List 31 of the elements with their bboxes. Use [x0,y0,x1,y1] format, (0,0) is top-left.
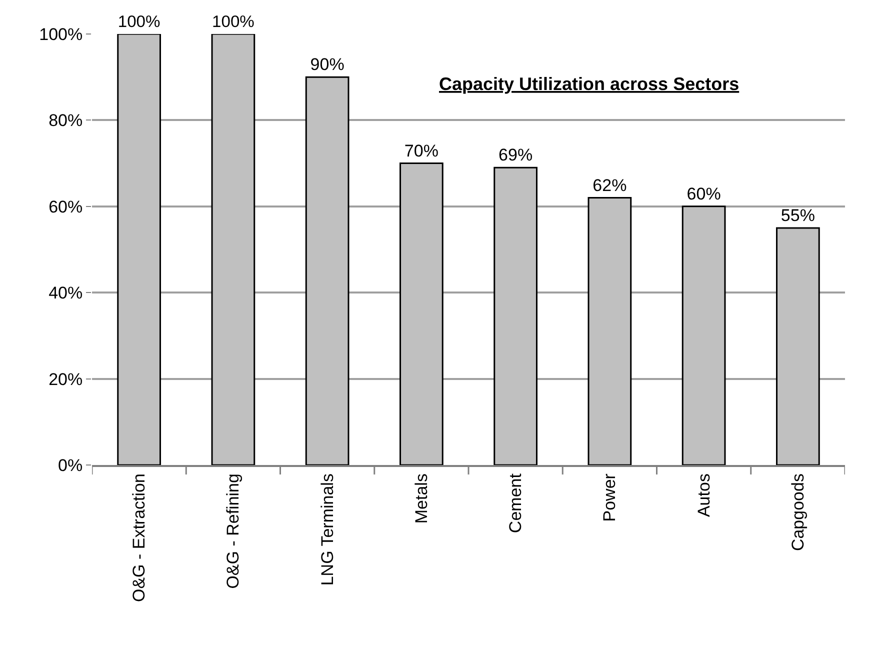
x-tick-label: O&G - Refining [224,474,243,589]
y-tick-label: 60% [48,197,83,216]
data-label: 90% [310,55,344,74]
data-label: 60% [686,184,721,204]
data-label: 69% [498,146,533,165]
bar [211,34,256,465]
y-tick-label: 20% [48,370,83,389]
x-tick-label: Power [600,473,620,522]
x-tick-label: O&G - Extraction [130,474,149,602]
x-tick-label: Autos [694,474,714,518]
x-tick-label: Metals [412,474,431,524]
bar [682,206,726,465]
bar [494,166,538,465]
data-label: 62% [592,176,627,195]
x-tick-label: Cement [506,473,526,534]
data-label: 100% [212,12,255,32]
bar [588,197,632,465]
bar [117,34,161,465]
data-label: 70% [404,141,438,160]
bar [305,76,350,465]
y-tick-label: 100% [39,24,83,44]
data-label: 100% [118,12,161,32]
bar [400,162,444,465]
x-tick-label: LNG Terminals [318,474,337,586]
data-label: 55% [780,206,815,225]
y-tick-label: 40% [48,284,83,303]
bar [776,227,820,465]
text: Capacity Utilization across Sectors [439,74,740,94]
y-tick-label: 0% [58,456,83,475]
y-tick-label: 80% [48,111,83,130]
x-tick-label: Capgoods [788,474,808,552]
